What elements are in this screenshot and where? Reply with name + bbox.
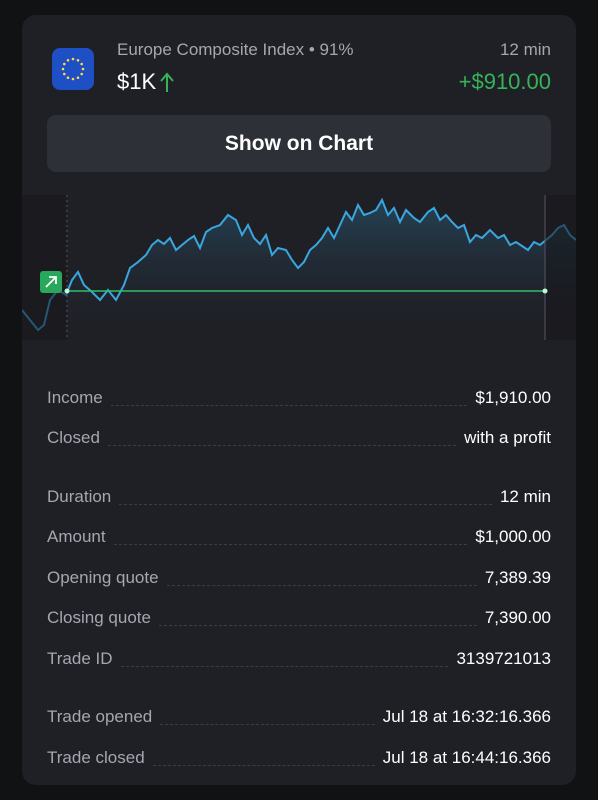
detail-group: Trade opened Jul 18 at 16:32:16.366 Trade … <box>47 687 551 768</box>
detail-label: Income <box>47 387 103 407</box>
dotted-leader <box>158 625 477 626</box>
dotted-leader <box>120 665 449 667</box>
price-area <box>22 200 576 340</box>
detail-label: Trade opened <box>47 707 153 726</box>
trade-card: Europe Composite Index • 91% 12 min $1K … <box>22 15 576 785</box>
detail-row: Trade opened Jul 18 at 16:32:16.366 <box>47 687 551 728</box>
detail-value: 3139721013 <box>456 648 551 668</box>
detail-value: $1,000.00 <box>475 527 551 546</box>
open-point <box>64 288 70 294</box>
detail-value: with a profit <box>464 428 551 447</box>
detail-label: Opening quote <box>47 567 159 587</box>
eu-flag-icon <box>52 48 94 90</box>
detail-row: Amount $1,000.00 <box>47 507 551 548</box>
show-on-chart-button[interactable]: Show on Chart <box>47 115 551 172</box>
detail-group: Duration 12 min Amount $1,000.00 Opening quo… <box>47 466 551 669</box>
dotted-leader <box>119 503 492 505</box>
detail-row: Closed with a profit <box>47 408 551 449</box>
detail-value: 7,389.39 <box>484 567 551 587</box>
dotted-leader <box>113 544 468 545</box>
detail-label: Trade ID <box>47 648 113 668</box>
asset-title: Europe Composite Index • 91% <box>117 40 354 59</box>
detail-label: Duration <box>47 486 112 506</box>
detail-row: Duration 12 min <box>47 466 551 507</box>
detail-row: Trade closed Jul 18 at 16:44:16.366 <box>47 727 551 768</box>
pre-trade-shade <box>22 195 67 340</box>
dotted-leader <box>107 445 457 446</box>
detail-value: $1,910.00 <box>475 387 551 407</box>
detail-value: 12 min <box>499 486 551 506</box>
dotted-leader <box>152 764 375 766</box>
detail-group: Income $1,910.00 Closed with a profit <box>47 367 551 448</box>
detail-value: Jul 18 at 16:32:16.366 <box>382 707 551 726</box>
detail-row: Trade ID 3139721013 <box>47 628 551 669</box>
detail-label: Trade closed <box>47 747 145 767</box>
up-arrow <box>160 72 174 92</box>
detail-label: Closing quote <box>47 608 151 627</box>
profit: +$910.00 <box>458 69 551 94</box>
flag-stars <box>61 57 85 81</box>
details-list: Income $1,910.00 Closed with a profit Durati… <box>47 367 551 785</box>
detail-row: Opening quote 7,389.39 <box>47 547 551 588</box>
amount: $1K <box>117 69 157 94</box>
dotted-leader <box>166 584 477 586</box>
detail-value: Jul 18 at 16:44:16.366 <box>382 747 551 767</box>
post-trade-shade <box>545 195 576 340</box>
detail-label: Amount <box>47 527 106 546</box>
detail-value: 7,390.00 <box>484 608 551 627</box>
dotted-leader <box>160 724 375 725</box>
detail-row: Closing quote 7,390.00 <box>47 588 551 629</box>
price-line <box>22 197 576 332</box>
badge-arrow <box>45 276 57 288</box>
dotted-leader <box>110 404 468 406</box>
duration: 12 min <box>499 40 551 59</box>
detail-label: Closed <box>47 428 100 447</box>
close-point <box>542 288 548 294</box>
mini-chart <box>22 195 576 340</box>
detail-row: Income $1,910.00 <box>47 367 551 408</box>
